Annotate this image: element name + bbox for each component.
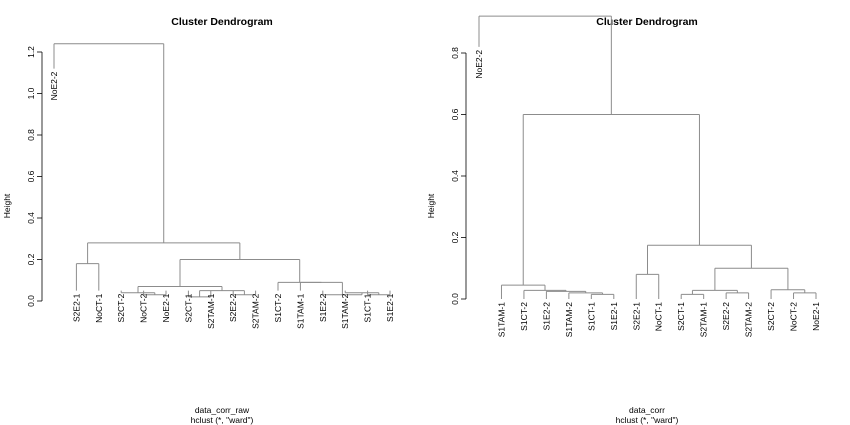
left-y-tick-label: 0.6 xyxy=(26,170,36,182)
left-leaf-label: S2CT-1 xyxy=(183,293,193,322)
left-leaf-label: S1TAM-1 xyxy=(295,293,305,329)
right-leaf-label: S1E2-1 xyxy=(609,302,619,331)
left-leaf-label: S1CT-2 xyxy=(273,293,283,322)
right-y-tick-label: 0.4 xyxy=(450,170,460,182)
right-leaf-label: NoCT-2 xyxy=(789,302,799,332)
right-leaf-labels: NoE2-2 S1TAM-1 S1CT-2 S1E2-2 S1TAM-2 S1CT-1 S1… xyxy=(474,50,821,338)
left-leaf-label: NoE2-1 xyxy=(161,293,171,322)
right-y-axis-title: Height xyxy=(426,193,436,218)
right-y-tick-label: 0.6 xyxy=(450,108,460,120)
left-leaf-label: S2TAM-2 xyxy=(251,293,261,329)
left-leaf-label: S1E2-1 xyxy=(385,293,395,322)
left-dendrogram-links xyxy=(53,43,391,298)
left-leaf-label: S1E2-2 xyxy=(318,293,328,322)
left-y-tick-label: 1.2 xyxy=(26,46,36,58)
left-dendrogram-panel: Cluster Dendrogram Height data_corr_raw … xyxy=(2,16,395,425)
left-chart-title: Cluster Dendrogram xyxy=(171,16,273,28)
right-leaf-label: S2TAM-2 xyxy=(744,302,754,338)
left-leaf-label: NoE2-2 xyxy=(49,71,59,100)
left-y-tick-label: 0.0 xyxy=(26,295,36,307)
right-method-caption: hclust (*, "ward") xyxy=(616,415,679,425)
left-leaf-label: NoCT-2 xyxy=(139,293,149,323)
left-leaf-label: S2E2-2 xyxy=(228,293,238,322)
right-y-axis: 0.0 0.2 0.4 0.6 0.8 xyxy=(450,47,467,305)
right-leaf-label: S1TAM-2 xyxy=(564,302,574,338)
left-method-caption: hclust (*, "ward") xyxy=(191,415,254,425)
left-y-tick-label: 0.2 xyxy=(26,253,36,265)
right-chart-title: Cluster Dendrogram xyxy=(596,16,698,28)
right-leaf-label: S2TAM-1 xyxy=(699,302,709,338)
right-leaf-label: NoE2-1 xyxy=(811,302,821,331)
left-y-axis-title: Height xyxy=(2,193,12,218)
right-y-tick-label: 0.8 xyxy=(450,47,460,59)
left-leaf-label: S1TAM-2 xyxy=(340,293,350,329)
right-leaf-label: S1CT-1 xyxy=(586,302,596,331)
right-leaf-label: NoE2-2 xyxy=(474,50,484,79)
left-leaf-label: S2E2-1 xyxy=(71,293,81,322)
right-leaf-label: S1E2-2 xyxy=(541,302,551,331)
right-leaf-label: S1TAM-1 xyxy=(496,302,506,338)
right-leaf-label: S2CT-2 xyxy=(766,302,776,331)
left-leaf-label: S2CT-2 xyxy=(116,293,126,322)
right-leaf-label: S2E2-2 xyxy=(721,302,731,331)
left-y-axis: 0.0 0.2 0.4 0.6 0.8 1.0 1.2 xyxy=(26,46,43,307)
right-y-tick-label: 0.2 xyxy=(450,231,460,243)
right-dendrogram-links xyxy=(478,15,817,299)
left-leaf-label: S1CT-1 xyxy=(363,293,373,322)
left-leaf-label: NoCT-1 xyxy=(94,293,104,323)
left-leaf-label: S2TAM-1 xyxy=(206,293,216,329)
right-leaf-label: S2E2-1 xyxy=(631,302,641,331)
right-leaf-label: NoCT-1 xyxy=(654,302,664,332)
left-leaf-labels: NoE2-2 S2E2-1 NoCT-1 S2CT-2 NoCT-2 NoE2-1 S2CT… xyxy=(49,71,395,329)
left-y-tick-label: 1.0 xyxy=(26,87,36,99)
left-y-tick-label: 0.4 xyxy=(26,212,36,224)
right-dendrogram-panel: Cluster Dendrogram Height data_corr hclu… xyxy=(426,15,821,425)
left-y-tick-label: 0.8 xyxy=(26,129,36,141)
left-x-axis-title: data_corr_raw xyxy=(195,405,250,415)
right-leaf-label: S2CT-1 xyxy=(676,302,686,331)
right-y-tick-label: 0.0 xyxy=(450,293,460,305)
right-leaf-label: S1CT-2 xyxy=(519,302,529,331)
right-x-axis-title: data_corr xyxy=(629,405,665,415)
